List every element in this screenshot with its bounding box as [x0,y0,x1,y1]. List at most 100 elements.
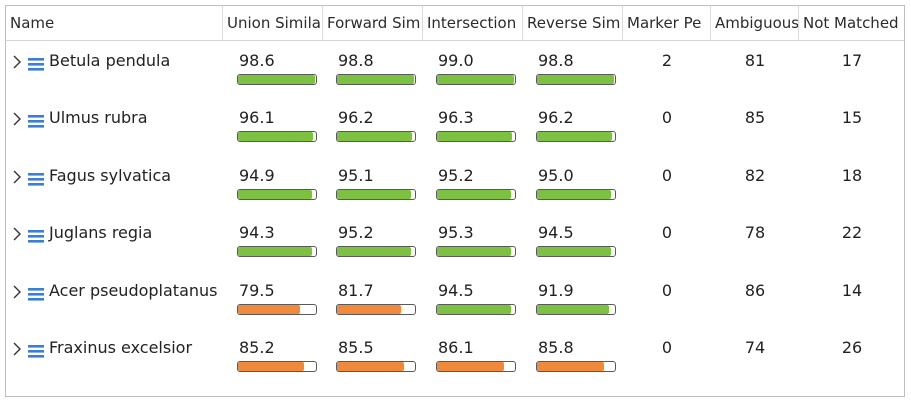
marker-value: 0 [661,338,673,357]
forward-similarity-value: 96.2 [338,108,374,127]
table-row[interactable]: Fraxinus excelsior 85.2 85.5 86.1 85.8 0 74 26 [6,327,904,384]
ambiguous-value: 82 [744,166,766,185]
marker-value: 0 [661,166,673,185]
chevron-right-icon[interactable] [12,284,22,299]
chevron-right-icon[interactable] [12,169,22,184]
table-row[interactable]: Fagus sylvatica 94.9 95.1 95.2 95.0 0 82 18 [6,155,904,212]
union-similarity-value: 98.6 [239,51,275,70]
marker-value: 2 [661,51,673,70]
not-matched-value: 14 [841,281,863,300]
reverse-similarity-progress-bar [536,246,616,257]
intersection-progress-fill [437,247,512,256]
list-icon [28,113,44,128]
union-similarity-progress-bar [237,304,317,315]
reverse-similarity-progress-bar [536,189,616,200]
not-matched-value: 15 [841,108,863,127]
chevron-right-icon[interactable] [12,54,22,69]
intersection-progress-fill [437,362,505,371]
chevron-right-icon[interactable] [12,226,22,241]
table-header: Name Union Simila Forward Sim Intersecti… [6,6,904,41]
list-icon [28,286,44,301]
column-header-ambiguous[interactable]: Ambiguous [711,6,799,40]
row-name: Ulmus rubra [49,108,148,127]
row-name: Betula pendula [49,51,171,70]
row-name: Fagus sylvatica [49,166,172,185]
intersection-value: 95.3 [438,223,474,242]
forward-similarity-progress-bar [336,246,416,257]
intersection-progress-fill [437,190,512,199]
list-icon [28,343,44,358]
intersection-value: 95.2 [438,166,474,185]
column-header-forward-similarity[interactable]: Forward Sim [323,6,423,40]
marker-value: 0 [661,108,673,127]
forward-similarity-progress-bar [336,189,416,200]
row-name: Juglans regia [49,223,153,242]
union-similarity-progress-fill [238,132,313,141]
intersection-value: 94.5 [438,281,474,300]
ambiguous-value: 81 [744,51,766,70]
union-similarity-value: 94.9 [239,166,275,185]
reverse-similarity-progress-fill [537,132,613,141]
column-header-marker[interactable]: Marker Pe [623,6,711,40]
intersection-value: 99.0 [438,51,474,70]
table-row[interactable]: Juglans regia 94.3 95.2 95.3 94.5 0 78 22 [6,212,904,269]
chevron-right-icon[interactable] [12,111,22,126]
reverse-similarity-value: 85.8 [538,338,574,357]
union-similarity-value: 96.1 [239,108,275,127]
row-name: Fraxinus excelsior [49,338,193,357]
union-similarity-progress-fill [238,75,315,84]
ambiguous-value: 78 [744,223,766,242]
not-matched-value: 18 [841,166,863,185]
reverse-similarity-progress-fill [537,190,612,199]
union-similarity-value: 85.2 [239,338,275,357]
column-header-union-similarity[interactable]: Union Simila [223,6,323,40]
union-similarity-progress-bar [237,74,317,85]
forward-similarity-value: 95.2 [338,223,374,242]
forward-similarity-progress-fill [337,132,413,141]
intersection-value: 86.1 [438,338,474,357]
table-row[interactable]: Ulmus rubra 96.1 96.2 96.3 96.2 0 85 15 [6,97,904,154]
not-matched-value: 17 [841,51,863,70]
forward-similarity-progress-bar [336,304,416,315]
reverse-similarity-value: 91.9 [538,281,574,300]
table-row[interactable]: Acer pseudoplatanus 79.5 81.7 94.5 91.9 0 86 14 [6,270,904,327]
intersection-progress-fill [437,132,513,141]
intersection-progress-fill [437,305,511,314]
marker-value: 0 [661,223,673,242]
forward-similarity-progress-fill [337,190,412,199]
list-icon [28,228,44,243]
column-header-reverse-similarity[interactable]: Reverse Sim [523,6,623,40]
union-similarity-progress-bar [237,246,317,257]
ambiguous-value: 85 [744,108,766,127]
reverse-similarity-progress-bar [536,131,616,142]
union-similarity-progress-fill [238,362,305,371]
reverse-similarity-progress-fill [537,362,604,371]
union-similarity-progress-fill [238,305,300,314]
column-header-name[interactable]: Name [6,6,223,40]
intersection-progress-bar [436,361,516,372]
forward-similarity-progress-bar [336,74,416,85]
forward-similarity-value: 85.5 [338,338,374,357]
intersection-progress-bar [436,74,516,85]
intersection-progress-fill [437,75,515,84]
not-matched-value: 22 [841,223,863,242]
table-row[interactable]: Betula pendula 98.6 98.8 99.0 98.8 2 81 17 [6,40,904,97]
union-similarity-progress-bar [237,361,317,372]
union-similarity-progress-bar [237,131,317,142]
results-table: Name Union Simila Forward Sim Intersecti… [5,5,905,397]
forward-similarity-progress-fill [337,247,412,256]
intersection-progress-bar [436,304,516,315]
reverse-similarity-progress-bar [536,304,616,315]
list-icon [28,171,44,186]
intersection-progress-bar [436,189,516,200]
ambiguous-value: 74 [744,338,766,357]
row-name: Acer pseudoplatanus [49,281,218,300]
list-icon [28,56,44,71]
column-header-not-matched[interactable]: Not Matched [803,14,899,32]
forward-similarity-value: 98.8 [338,51,374,70]
column-header-intersection[interactable]: Intersection [423,6,523,40]
reverse-similarity-value: 98.8 [538,51,574,70]
ambiguous-value: 86 [744,281,766,300]
chevron-right-icon[interactable] [12,341,22,356]
reverse-similarity-progress-bar [536,361,616,372]
